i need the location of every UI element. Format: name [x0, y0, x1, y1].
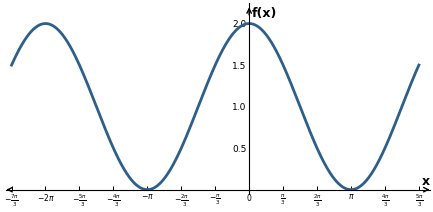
Text: x: x	[422, 175, 430, 188]
Text: f(x): f(x)	[252, 7, 277, 20]
